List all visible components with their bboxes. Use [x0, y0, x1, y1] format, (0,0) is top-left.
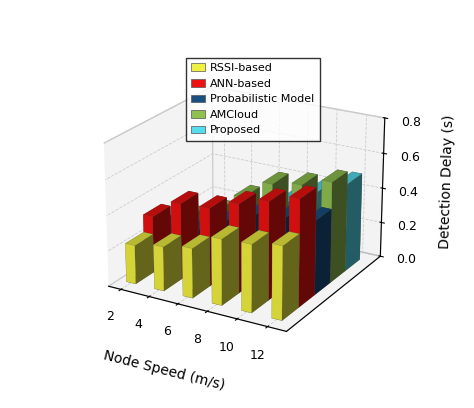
X-axis label: Node Speed (m/s): Node Speed (m/s): [102, 349, 227, 393]
Legend: RSSI-based, ANN-based, Probabilistic Model, AMCloud, Proposed: RSSI-based, ANN-based, Probabilistic Mod…: [186, 58, 320, 141]
